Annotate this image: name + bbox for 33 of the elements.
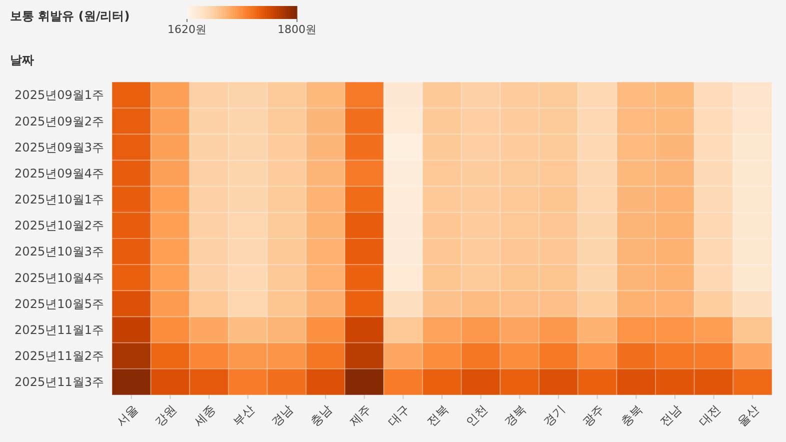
x-tick-label: 인천 xyxy=(463,402,490,430)
x-tick-label: 서울 xyxy=(114,402,141,430)
y-tick-label: 2025년09월3주 xyxy=(14,140,104,154)
y-tick-label: 2025년11월1주 xyxy=(14,322,104,337)
x-tick-label: 경기 xyxy=(540,402,568,430)
x-tick-label: 광주 xyxy=(580,402,606,430)
y-tick-label: 2025년10월1주 xyxy=(14,192,104,207)
x-tick-label: 강원 xyxy=(152,402,180,430)
x-tick-label: 울산 xyxy=(734,402,762,430)
y-tick-label: 2025년11월3주 xyxy=(14,375,104,390)
x-tick-label: 경남 xyxy=(268,402,296,430)
y-tick-label: 2025년10월5주 xyxy=(14,296,104,311)
y-tick-label: 2025년09월4주 xyxy=(14,166,104,180)
x-tick-label: 전남 xyxy=(657,402,684,430)
x-tick-label: 전북 xyxy=(424,402,452,430)
y-tick-label: 2025년10월4주 xyxy=(14,270,104,285)
x-tick-label: 부산 xyxy=(230,402,257,430)
y-tick-label: 2025년10월3주 xyxy=(14,244,104,259)
y-axis-title: 날짜 xyxy=(10,53,34,67)
x-tick-label: 대전 xyxy=(696,402,723,430)
color-bar-title: 보통 휘발유 (원/리터) xyxy=(10,9,130,23)
x-tick-label: 제주 xyxy=(346,402,374,430)
y-tick-label: 2025년10월2주 xyxy=(14,218,104,233)
x-tick-label: 충북 xyxy=(618,402,646,430)
color-bar-label: 1620원 xyxy=(168,23,206,36)
x-tick-label: 세종 xyxy=(191,402,218,430)
color-bar-label: 1800원 xyxy=(278,23,316,36)
y-tick-label: 2025년11월2주 xyxy=(14,349,104,364)
y-tick-label: 2025년09월1주 xyxy=(14,88,104,102)
x-tick-label: 충남 xyxy=(308,402,335,430)
y-tick-label: 2025년09월2주 xyxy=(14,114,104,128)
x-tick-label: 경북 xyxy=(502,402,529,430)
x-tick-label: 대구 xyxy=(385,402,412,430)
